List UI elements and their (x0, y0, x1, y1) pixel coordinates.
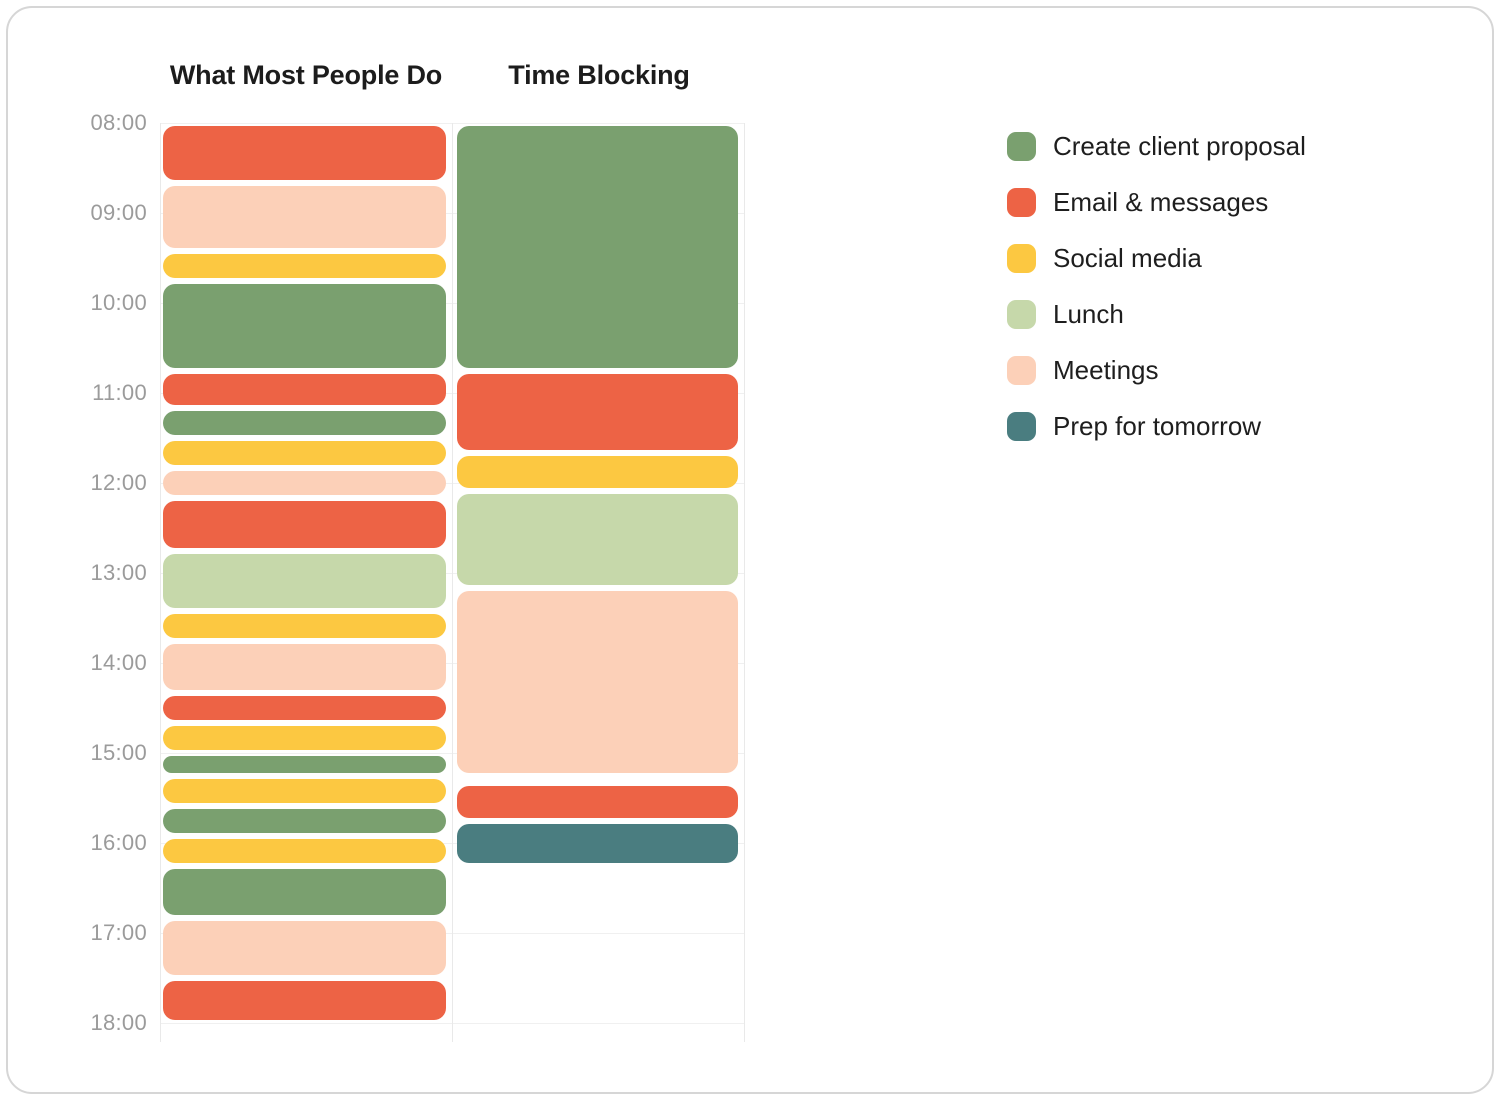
legend: Create client proposal Email & messages So… (1007, 131, 1306, 467)
time-tick-label: 17:00 (90, 920, 147, 945)
block-email-messages (457, 786, 738, 818)
legend-label: Email & messages (1053, 186, 1269, 217)
block-create-client-proposal (163, 411, 446, 435)
block-social-media (163, 613, 446, 638)
time-tick-label: 16:00 (90, 830, 147, 855)
legend-swatch-meetings (1007, 355, 1036, 385)
block-meetings (163, 471, 446, 495)
column-title-what-most-people-do: What Most People Do (169, 60, 443, 90)
block-lunch (163, 553, 446, 608)
block-meetings (163, 921, 446, 975)
column-gridline (744, 123, 745, 1042)
time-tick-label: 10:00 (90, 290, 147, 315)
time-tick-label: 08:00 (90, 110, 147, 135)
block-create-client-proposal (457, 126, 738, 368)
time-tick-label: 09:00 (90, 200, 147, 225)
block-social-media (163, 253, 446, 278)
legend-item-social-media: Social media (1007, 243, 1306, 273)
block-email-messages (163, 696, 446, 720)
block-prep-for-tomorrow (457, 823, 738, 863)
time-tick-label: 12:00 (90, 470, 147, 495)
legend-item-lunch: Lunch (1007, 299, 1306, 329)
block-social-media (163, 441, 446, 465)
time-tick-label: 11:00 (92, 380, 147, 405)
block-create-client-proposal (163, 808, 446, 833)
legend-item-create-client-proposal: Create client proposal (1007, 131, 1306, 161)
legend-item-meetings: Meetings (1007, 355, 1306, 385)
block-social-media (457, 456, 738, 488)
legend-label: Prep for tomorrow (1053, 410, 1262, 441)
legend-swatch-social-media (1007, 243, 1036, 273)
column-gridline (452, 123, 453, 1042)
block-email-messages (163, 126, 446, 180)
column-title-time-blocking: Time Blocking (508, 60, 690, 90)
legend-item-email-messages: Email & messages (1007, 187, 1306, 217)
block-meetings (457, 591, 738, 773)
legend-label: Social media (1053, 242, 1202, 273)
legend-label: Meetings (1053, 354, 1159, 385)
block-lunch (457, 493, 738, 585)
block-email-messages (163, 501, 446, 548)
legend-label: Create client proposal (1053, 130, 1306, 161)
block-email-messages (163, 981, 446, 1020)
legend-swatch-prep-for-tomorrow (1007, 411, 1036, 441)
legend-item-prep-for-tomorrow: Prep for tomorrow (1007, 411, 1306, 441)
block-create-client-proposal (163, 283, 446, 368)
time-tick-label: 13:00 (90, 560, 147, 585)
legend-label: Lunch (1053, 298, 1124, 329)
block-create-client-proposal (163, 756, 446, 773)
time-tick-label: 15:00 (90, 740, 147, 765)
block-social-media (163, 838, 446, 863)
column-gridline (160, 123, 161, 1042)
block-social-media (163, 778, 446, 803)
legend-swatch-lunch (1007, 299, 1036, 329)
block-meetings (163, 643, 446, 690)
legend-swatch-create-client-proposal (1007, 131, 1036, 161)
block-meetings (163, 186, 446, 248)
time-tick-label: 14:00 (90, 650, 147, 675)
time-tick-label: 18:00 (90, 1010, 147, 1035)
block-create-client-proposal (163, 868, 446, 915)
block-email-messages (457, 373, 738, 450)
block-email-messages (163, 373, 446, 405)
legend-swatch-email-messages (1007, 187, 1036, 217)
block-social-media (163, 726, 446, 750)
